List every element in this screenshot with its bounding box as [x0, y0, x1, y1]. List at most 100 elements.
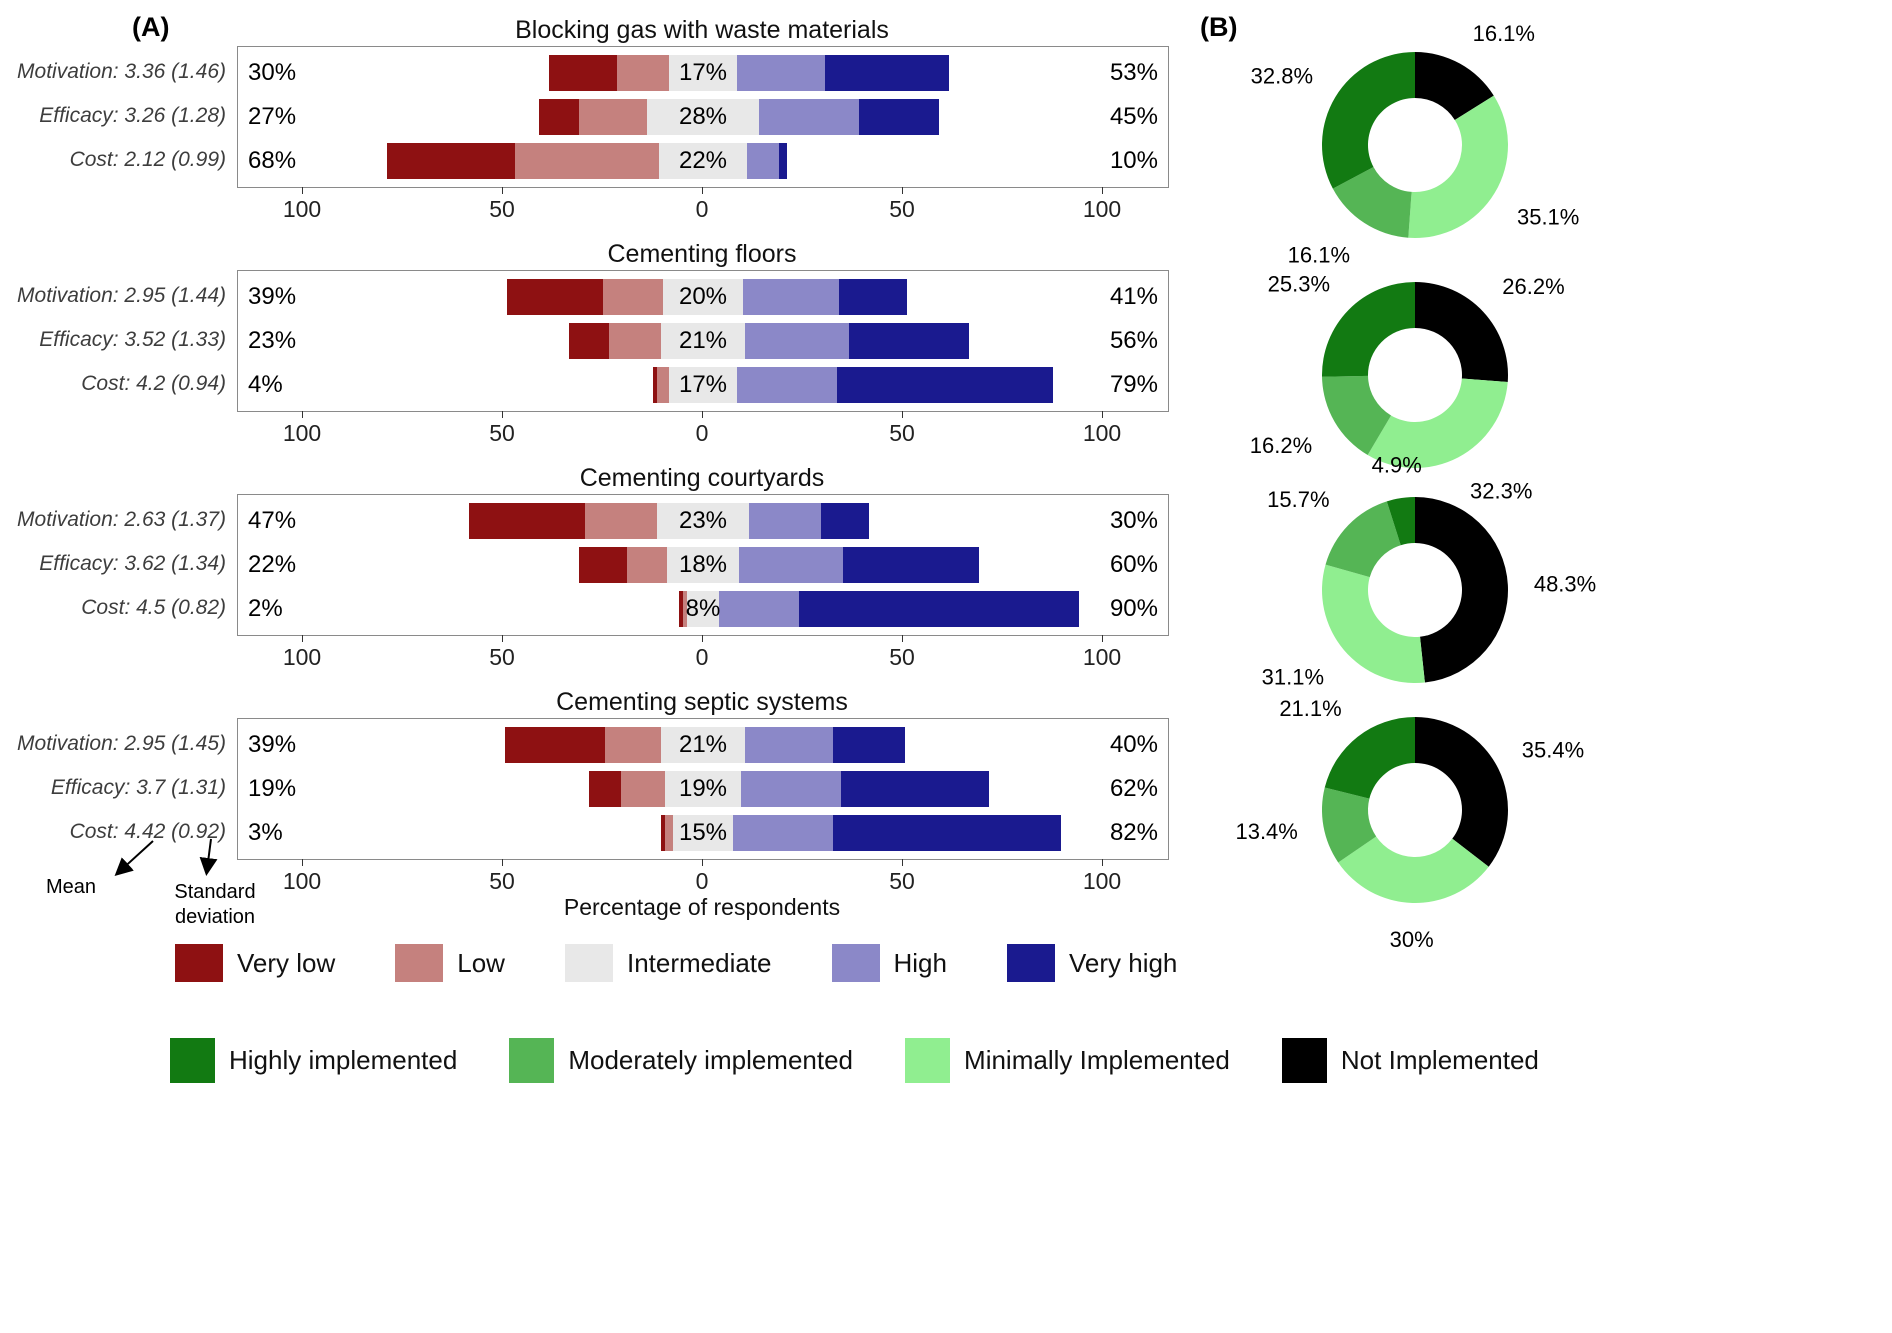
donut-slice-moderately-implemented: [1322, 787, 1377, 863]
bar-segment-intermediate: [687, 591, 719, 627]
center-total-label: 22%: [678, 147, 728, 174]
bar-segment-intermediate: [659, 143, 747, 179]
axis-tick-label: 50: [889, 644, 915, 670]
x-axis-label: Percentage of respondents: [563, 894, 841, 920]
legend-item-moderately-implemented: Moderately implemented: [509, 1038, 853, 1083]
legend-label: Very low: [237, 947, 336, 978]
bar-segment-intermediate: [657, 503, 749, 539]
donut-slice-highly-implemented: [1322, 282, 1415, 377]
row-label: Cost: 4.2 (0.94): [81, 372, 226, 395]
plot-area: 39% 21% 40% 19% 19% 62% 3% 15% 82%: [237, 718, 1169, 860]
bar-segment-low: [609, 323, 661, 359]
bar-segment-high: [739, 547, 843, 583]
donut-slice-minimally-implemented: [1408, 95, 1508, 238]
right-total-label: 53%: [1109, 59, 1158, 86]
axis-tick-label: 50: [489, 196, 515, 222]
bar-segment-very-low: [679, 591, 683, 627]
center-total-label: 28%: [678, 103, 728, 130]
mean-arrow: [114, 840, 154, 877]
bar-segment-high: [741, 771, 841, 807]
axis-tick-label: 50: [489, 644, 515, 670]
axis-tick-label: 100: [282, 644, 322, 670]
bar-segment-intermediate: [661, 323, 745, 359]
row-label: Efficacy: 3.62 (1.34): [39, 552, 226, 575]
axis-tick-label: 100: [282, 420, 322, 446]
bar-segment-intermediate: [661, 727, 745, 763]
bar-segment-high: [743, 279, 839, 315]
legend-label: Moderately implemented: [568, 1045, 854, 1075]
bar-segment-low: [579, 99, 647, 135]
bar-segment-very-high: [839, 279, 907, 315]
bar-segment-low: [585, 503, 657, 539]
donut-slice-moderately-implemented: [1332, 167, 1412, 238]
axis-tick: [302, 187, 303, 194]
legend-swatch-intermediate: [564, 944, 613, 982]
legend-swatch-moderately-implemented: [509, 1038, 555, 1083]
bar-segment-very-low: [569, 323, 609, 359]
bar-segment-high: [737, 367, 837, 403]
axis-tick: [702, 411, 703, 418]
bar-segment-high: [733, 815, 833, 851]
legend-swatch-high: [831, 944, 880, 982]
center-total-label: 20%: [678, 283, 728, 310]
bar-segment-very-high: [841, 771, 989, 807]
axis-tick-label: 0: [695, 644, 709, 670]
likert-chart-blocking-gas: Blocking gas with waste materials 30% 17%…: [0, 14, 1185, 238]
right-total-label: 40%: [1109, 731, 1158, 758]
axis-tick-label: 50: [889, 196, 915, 222]
donut-slice-moderately-implemented: [1325, 501, 1401, 578]
axis-tick-label: 0: [695, 868, 709, 894]
donut-slice-label: 32.8%: [1251, 64, 1313, 89]
donut-slice-not-implemented: [1415, 52, 1494, 121]
legend-label: Not Implemented: [1340, 1045, 1539, 1075]
center-total-label: 17%: [678, 371, 728, 398]
axis-tick: [1102, 635, 1103, 642]
legend-item-low: Low: [395, 944, 505, 982]
center-total-label: 18%: [678, 551, 728, 578]
axis-tick: [302, 635, 303, 642]
legend-label: Intermediate: [626, 947, 772, 978]
chart-title: Cementing floors: [607, 240, 797, 268]
bar-segment-very-high: [849, 323, 969, 359]
left-total-label: 3%: [248, 819, 283, 846]
bar-segment-low: [627, 547, 667, 583]
bar-segment-very-low: [505, 727, 605, 763]
donut-slice-label: 35.1%: [1517, 204, 1579, 229]
donut-slice-label: 48.3%: [1534, 572, 1596, 597]
axis-tick: [302, 859, 303, 866]
center-total-label: 17%: [678, 59, 728, 86]
donut-slice-not-implemented: [1415, 497, 1508, 683]
legend-label: Minimally Implemented: [964, 1045, 1230, 1075]
left-total-label: 47%: [248, 507, 297, 534]
bar-segment-low: [683, 591, 687, 627]
plot-area: 30% 17% 53% 27% 28% 45% 68% 22% 10%: [237, 46, 1169, 188]
right-total-label: 90%: [1109, 595, 1158, 622]
axis-tick-label: 100: [1082, 644, 1122, 670]
bar-segment-intermediate: [669, 55, 737, 91]
legend-item-very-high: Very high: [1006, 944, 1177, 982]
axis-tick-label: 50: [489, 868, 515, 894]
legend-swatch-not-implemented: [1281, 1038, 1327, 1083]
donut-svg: 26.2% 32.3% 16.2% 25.3%: [1250, 272, 1565, 504]
bar-segment-very-low: [549, 55, 617, 91]
implementation-legend: Highly implemented Moderately implemented…: [170, 1038, 1539, 1083]
left-total-label: 30%: [248, 59, 297, 86]
right-total-label: 41%: [1109, 283, 1158, 310]
bar-segment-very-high: [859, 99, 939, 135]
axis-tick: [702, 635, 703, 642]
legend-item-very-low: Very low: [175, 944, 335, 982]
bar-segment-high: [747, 143, 779, 179]
donut-slice-not-implemented: [1415, 282, 1508, 383]
donut-slice-highly-implemented: [1386, 497, 1415, 546]
donut-slice-label: 13.4%: [1235, 819, 1297, 844]
donut-svg: 35.4% 30% 13.4% 21.1%: [1235, 696, 1584, 952]
center-total-label: 21%: [678, 731, 728, 758]
legend-item-high: High: [831, 944, 947, 982]
right-total-label: 56%: [1109, 327, 1158, 354]
bar-segment-high: [745, 323, 849, 359]
left-total-label: 2%: [248, 595, 283, 622]
plot-area: 47% 23% 30% 22% 18% 60% 2% 8% 90%: [237, 494, 1169, 636]
annotation-arrows: [114, 838, 218, 877]
legend-swatch-very-low: [175, 944, 223, 982]
likert-legend: Very low Low Intermediate High Very high: [175, 944, 1177, 982]
